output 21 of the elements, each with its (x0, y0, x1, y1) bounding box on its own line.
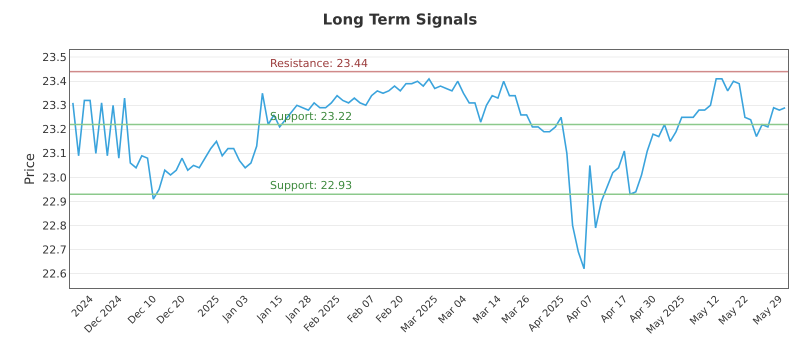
y-tick-label: 23.0 (42, 171, 67, 184)
chart-title: Long Term Signals (322, 10, 478, 28)
x-tick-label: Dec 20 (154, 294, 188, 327)
y-tick-label: 23.4 (42, 75, 67, 88)
y-tick-label: 23.1 (42, 147, 67, 160)
x-tick-label: Apr 17 (598, 294, 630, 326)
x-tick-label: Apr 07 (564, 294, 596, 326)
y-tick-label: 23.5 (42, 51, 67, 64)
ref-line-label: Support: 22.93 (270, 179, 352, 192)
x-tick-label: Jan 15 (254, 294, 286, 325)
x-tick-label: Jan 03 (220, 294, 251, 325)
x-tick-label: Mar 04 (436, 294, 470, 326)
y-tick-label: 22.9 (42, 195, 67, 208)
y-tick-label: 23.3 (42, 99, 67, 112)
y-tick-label: 23.2 (42, 123, 67, 136)
y-tick-label: 22.8 (42, 219, 67, 232)
y-axis-title: Price (23, 153, 38, 185)
line-series (72, 78, 786, 270)
ref-line-label: Resistance: 23.44 (270, 57, 368, 70)
y-tick-label: 22.7 (42, 243, 67, 256)
y-tick-label: 22.6 (42, 267, 67, 280)
